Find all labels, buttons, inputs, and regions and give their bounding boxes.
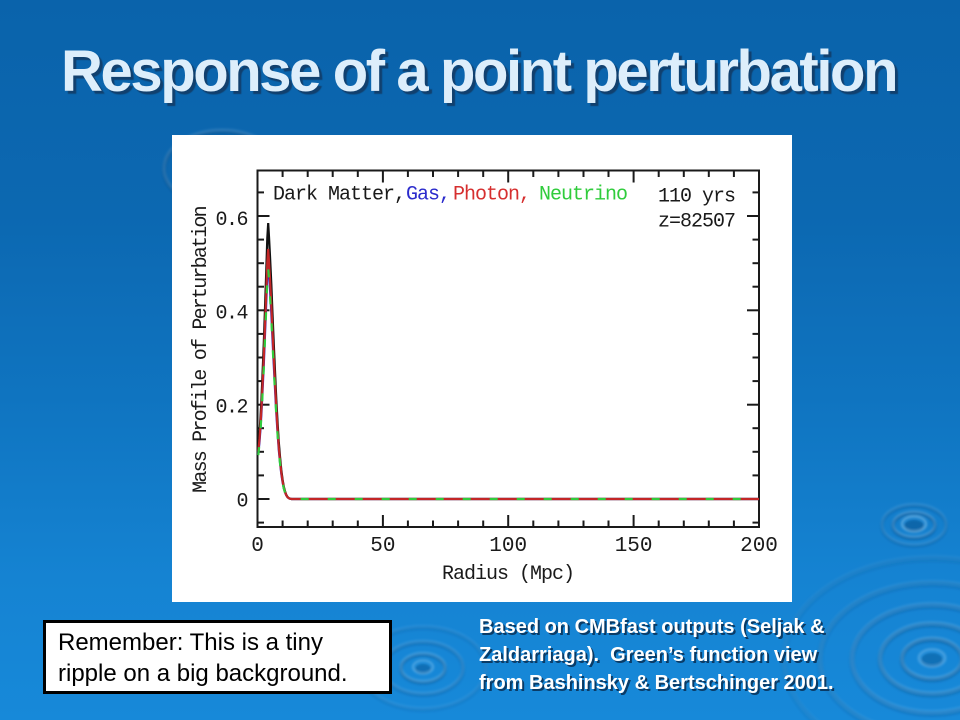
svg-text:0: 0 [236,490,247,513]
svg-text:Dark Matter,: Dark Matter, [273,184,405,207]
svg-text:z=82507: z=82507 [658,211,735,234]
svg-text:Mass Profile of Perturbation: Mass Profile of Perturbation [190,206,213,492]
svg-text:Radius (Mpc): Radius (Mpc) [442,563,574,586]
svg-text:200: 200 [740,535,778,558]
svg-text:0.6: 0.6 [215,209,247,232]
svg-text:0.2: 0.2 [215,397,247,420]
svg-text:Gas,: Gas, [406,184,450,207]
svg-text:Photon,: Photon, [453,184,530,207]
svg-text:100: 100 [489,535,527,558]
svg-text:150: 150 [615,535,653,558]
svg-text:110 yrs: 110 yrs [658,186,735,209]
svg-text:0: 0 [251,535,264,558]
svg-text:Neutrino: Neutrino [539,184,627,207]
svg-text:0.4: 0.4 [215,303,247,326]
svg-text:50: 50 [370,535,395,558]
